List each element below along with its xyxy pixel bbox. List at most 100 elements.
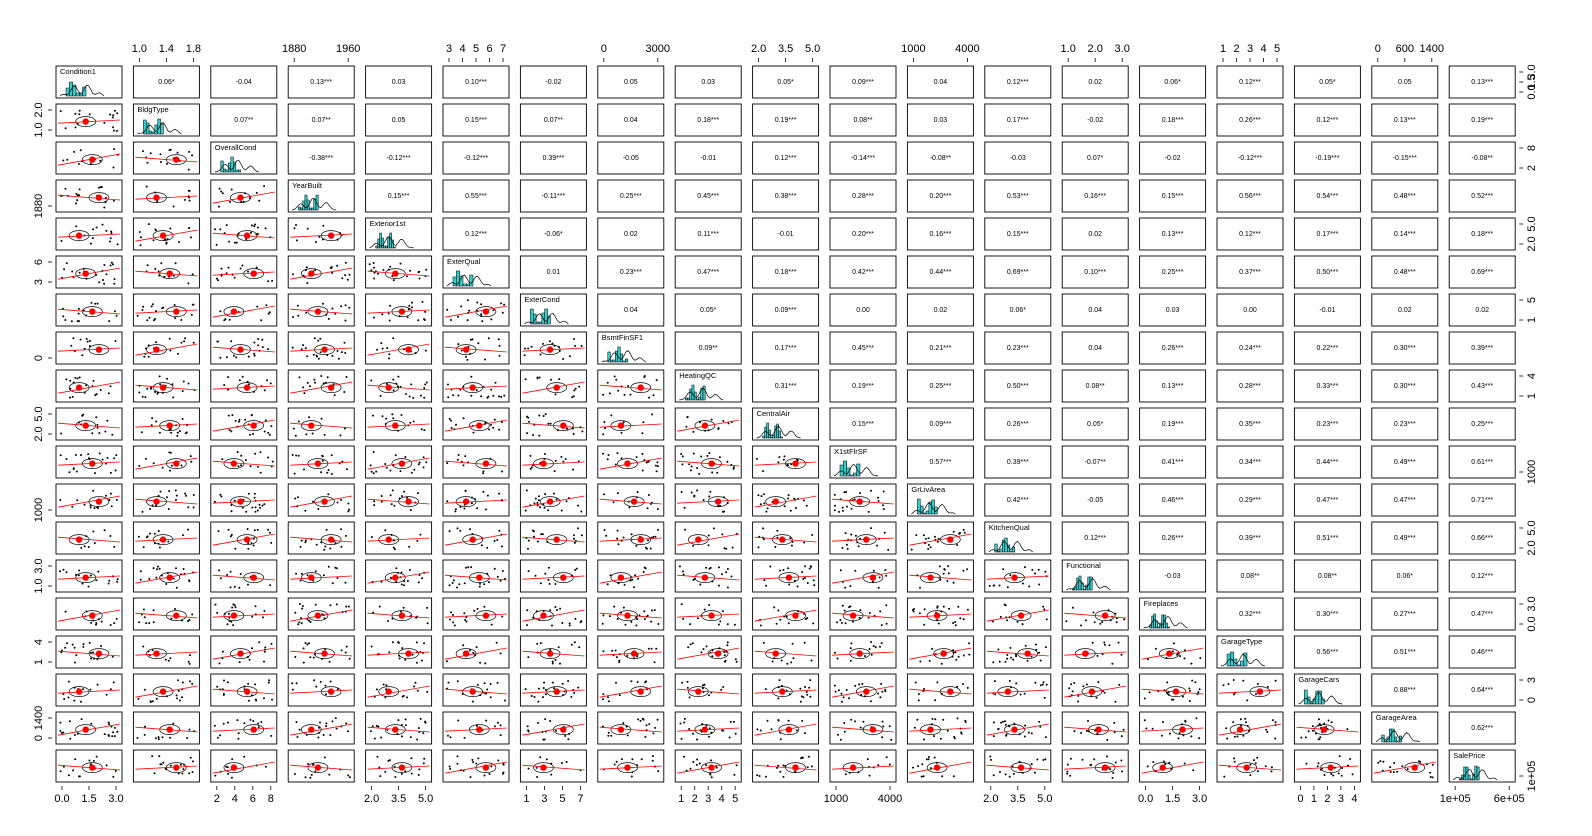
panel-frame [1448, 483, 1516, 517]
scatter-point [573, 641, 576, 644]
scatter-point [138, 464, 141, 467]
panel-frame [1448, 559, 1516, 593]
scatter-point [415, 641, 418, 644]
scatter-point [837, 733, 839, 736]
scatter-point [1073, 682, 1076, 684]
scatter-point [89, 340, 91, 342]
smoother-line [1218, 764, 1282, 771]
mean-point [392, 726, 399, 733]
histogram-bar [1240, 660, 1244, 667]
scatter-point [144, 457, 147, 460]
scatter-point [403, 580, 406, 583]
scatter-point [490, 423, 492, 426]
density-curve [1066, 578, 1111, 591]
scatter-point [993, 584, 996, 587]
panel-5-15 [1216, 255, 1284, 289]
scatter-point [400, 772, 403, 775]
histogram-bar [853, 472, 857, 477]
scatter-point [184, 337, 187, 340]
histogram-bar [315, 194, 319, 211]
scatter-point [799, 687, 802, 690]
correlation-value: 0.26*** [1239, 117, 1261, 124]
scatter-point [657, 770, 660, 773]
scatter-point [237, 737, 240, 740]
mean-point [159, 536, 167, 543]
scatter-point [176, 151, 179, 154]
scatter-point [1068, 687, 1071, 690]
scatter-point [295, 721, 298, 723]
scatter-point [1006, 619, 1009, 622]
panel-frame [1216, 331, 1284, 365]
scatter-point [146, 319, 149, 322]
tick-label: 6 [33, 259, 45, 265]
scatter-point [616, 537, 619, 540]
scatter-point [540, 533, 543, 536]
panel-1-8 [674, 103, 742, 137]
scatter-point [643, 610, 646, 613]
scatter-point [311, 432, 314, 435]
scatter-point [603, 493, 606, 496]
scatter-point [59, 729, 62, 732]
scatter-point [954, 621, 957, 623]
scatter-point [271, 460, 274, 463]
scatter-point [89, 162, 92, 165]
scatter-point [787, 497, 790, 500]
scatter-point [192, 506, 195, 509]
scatter-point [452, 394, 455, 397]
smoother-line [135, 384, 198, 391]
smoother-line [212, 385, 275, 390]
histogram-bar [1009, 550, 1013, 553]
panel-frame [597, 749, 665, 783]
scatter-point [80, 546, 83, 549]
scatter-point [268, 679, 271, 682]
scatter-point [689, 623, 692, 626]
smoother-line [986, 764, 1049, 771]
histogram-bar [544, 308, 548, 325]
panel-11-1 [132, 483, 200, 517]
smoother-line [599, 765, 662, 770]
correlation-value: 0.47*** [697, 269, 719, 276]
scatter-point [259, 451, 262, 454]
mean-point [398, 460, 406, 467]
panel-frame [1216, 635, 1284, 669]
panel-frame [674, 255, 742, 289]
scatter-point [561, 622, 564, 624]
scatter-point [866, 758, 869, 761]
scatter-point [650, 620, 653, 623]
scatter-point [293, 227, 296, 230]
panel-frame [674, 597, 742, 631]
scatter-point [756, 774, 759, 777]
correlation-ellipse [468, 572, 490, 583]
panel-frame [984, 407, 1052, 441]
smoother-line [677, 460, 740, 467]
scatter-point [1337, 772, 1340, 775]
panel-18-11 [906, 749, 974, 783]
panel-5-9 [752, 255, 820, 289]
panel-frame [597, 331, 665, 365]
scatter-point [215, 277, 218, 280]
smoother-line [1064, 765, 1127, 770]
scatter-point [108, 579, 111, 582]
scatter-point [320, 417, 323, 420]
scatter-point [1379, 760, 1382, 763]
scatter-point [317, 357, 320, 360]
scatter-point [637, 718, 640, 721]
scatter-point [1143, 719, 1146, 722]
scatter-point [387, 312, 390, 315]
correlation-value: 0.47*** [1317, 497, 1339, 504]
scatter-point [537, 721, 540, 724]
scatter-point [339, 434, 342, 437]
scatter-point [294, 497, 297, 500]
scatter-point [421, 300, 424, 303]
scatter-point [60, 239, 63, 242]
panel-3-14 [1139, 179, 1207, 213]
scatter-point [149, 508, 152, 510]
panel-17-10 [829, 711, 897, 745]
scatter-point [538, 434, 541, 437]
scatter-point [723, 547, 726, 550]
tick-label: 2 [692, 793, 698, 805]
scatter-point [1183, 762, 1186, 765]
mean-point [237, 650, 244, 657]
panel-frame [55, 255, 123, 289]
panel-5-10 [829, 255, 897, 289]
